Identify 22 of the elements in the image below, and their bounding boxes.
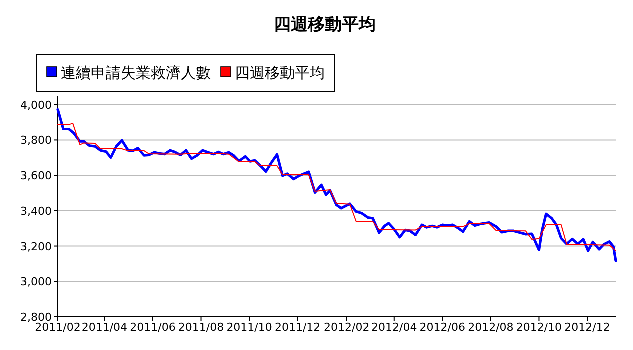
x-tick-label: 2011/08 [178, 321, 224, 334]
x-tick-label: 2012/12 [564, 321, 610, 334]
y-tick-label: 3,000 [20, 276, 52, 289]
y-tick-label: 3,400 [20, 204, 52, 218]
x-tick-label: 2011/06 [130, 321, 176, 334]
x-tick-label: 2011/04 [82, 321, 128, 334]
x-tick-label: 2011/02 [35, 321, 81, 334]
y-tick-label: 3,800 [20, 134, 52, 148]
chart-title: 四週移動平均 [274, 15, 376, 35]
x-tick-label: 2011/12 [274, 321, 321, 334]
y-tick-label: 4,000 [20, 98, 52, 112]
x-tick-label: 2012/04 [372, 321, 418, 334]
y-tick-label: 3,200 [20, 240, 52, 254]
x-tick-label: 2012/06 [420, 321, 466, 334]
legend-label: 連續申請失業救濟人數 [61, 64, 211, 82]
x-tick-label: 2011/10 [226, 321, 272, 334]
y-tick-label: 3,600 [20, 170, 52, 183]
x-tick-label: 2012/02 [324, 321, 370, 334]
legend-label: 四週移動平均 [235, 64, 325, 82]
y-tick-label: 2,800 [20, 311, 52, 324]
x-tick-label: 2012/08 [468, 321, 514, 334]
x-tick-label: 2012/10 [516, 321, 562, 334]
